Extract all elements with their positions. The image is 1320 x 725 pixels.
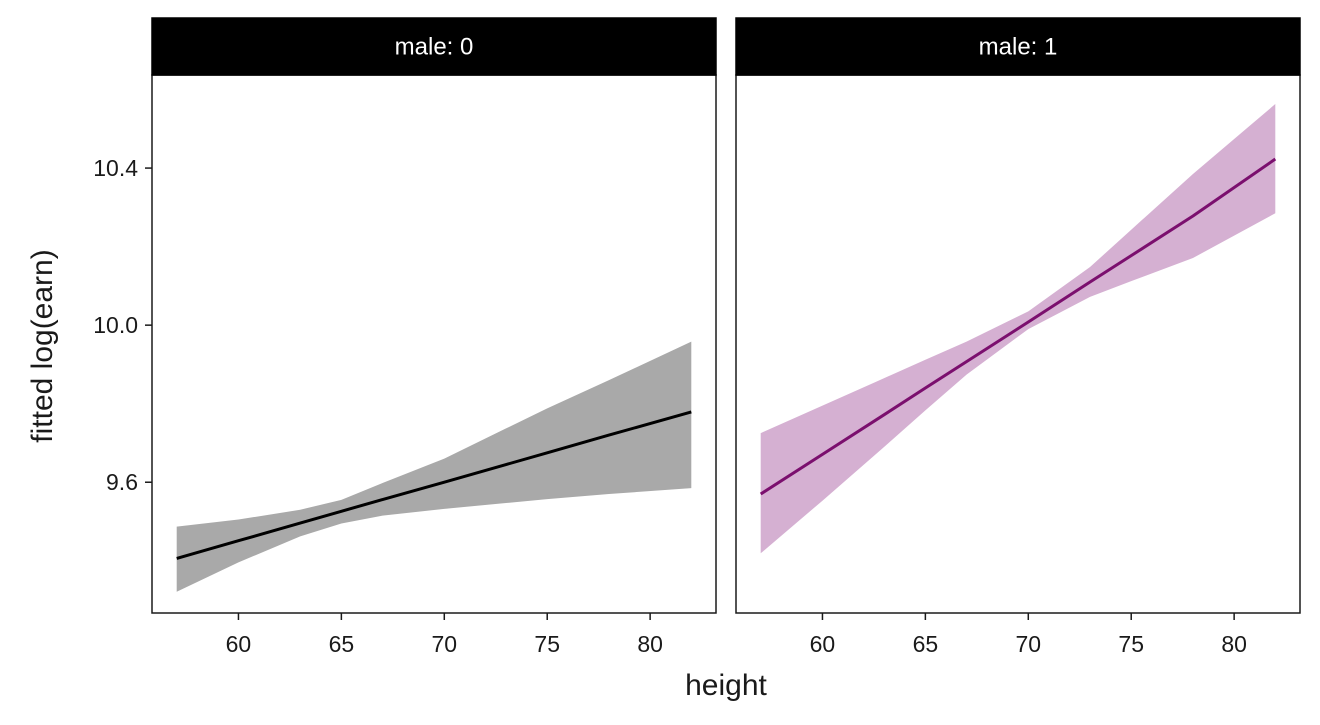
x-tick-label: 60 [810, 631, 836, 657]
x-tick-label: 70 [1015, 631, 1041, 657]
x-axis-title: height [685, 669, 767, 702]
x-tick-label: 65 [913, 631, 939, 657]
facet-strip-label: male: 1 [979, 34, 1058, 61]
x-tick-label: 80 [637, 631, 663, 657]
confidence-ribbon [176, 341, 692, 592]
fitted-line [759, 157, 1277, 496]
x-tick-label: 80 [1221, 631, 1247, 657]
facet-strip-label: male: 0 [395, 34, 474, 61]
facet-panel-male-1: male: 1 60 65 70 75 80 [735, 17, 1301, 657]
y-tick-label: 10.4 [93, 155, 138, 181]
x-tick-label: 75 [1118, 631, 1144, 657]
facet-strip [735, 17, 1301, 76]
x-tick-label: 60 [226, 631, 252, 657]
x-tick-label: 65 [329, 631, 355, 657]
fitted-line [176, 410, 692, 560]
y-axis-title: fitted log(earn) [26, 249, 59, 442]
facet-panel-male-0: male: 0 60 65 70 75 80 9.6 10.0 10.4 [93, 17, 717, 657]
x-tick-label: 75 [534, 631, 560, 657]
y-tick-label: 9.6 [106, 469, 138, 495]
facet-strip [151, 17, 717, 76]
y-tick-label: 10.0 [93, 312, 138, 338]
x-tick-label: 70 [431, 631, 457, 657]
y-axis-title-group: fitted log(earn) [26, 249, 59, 442]
